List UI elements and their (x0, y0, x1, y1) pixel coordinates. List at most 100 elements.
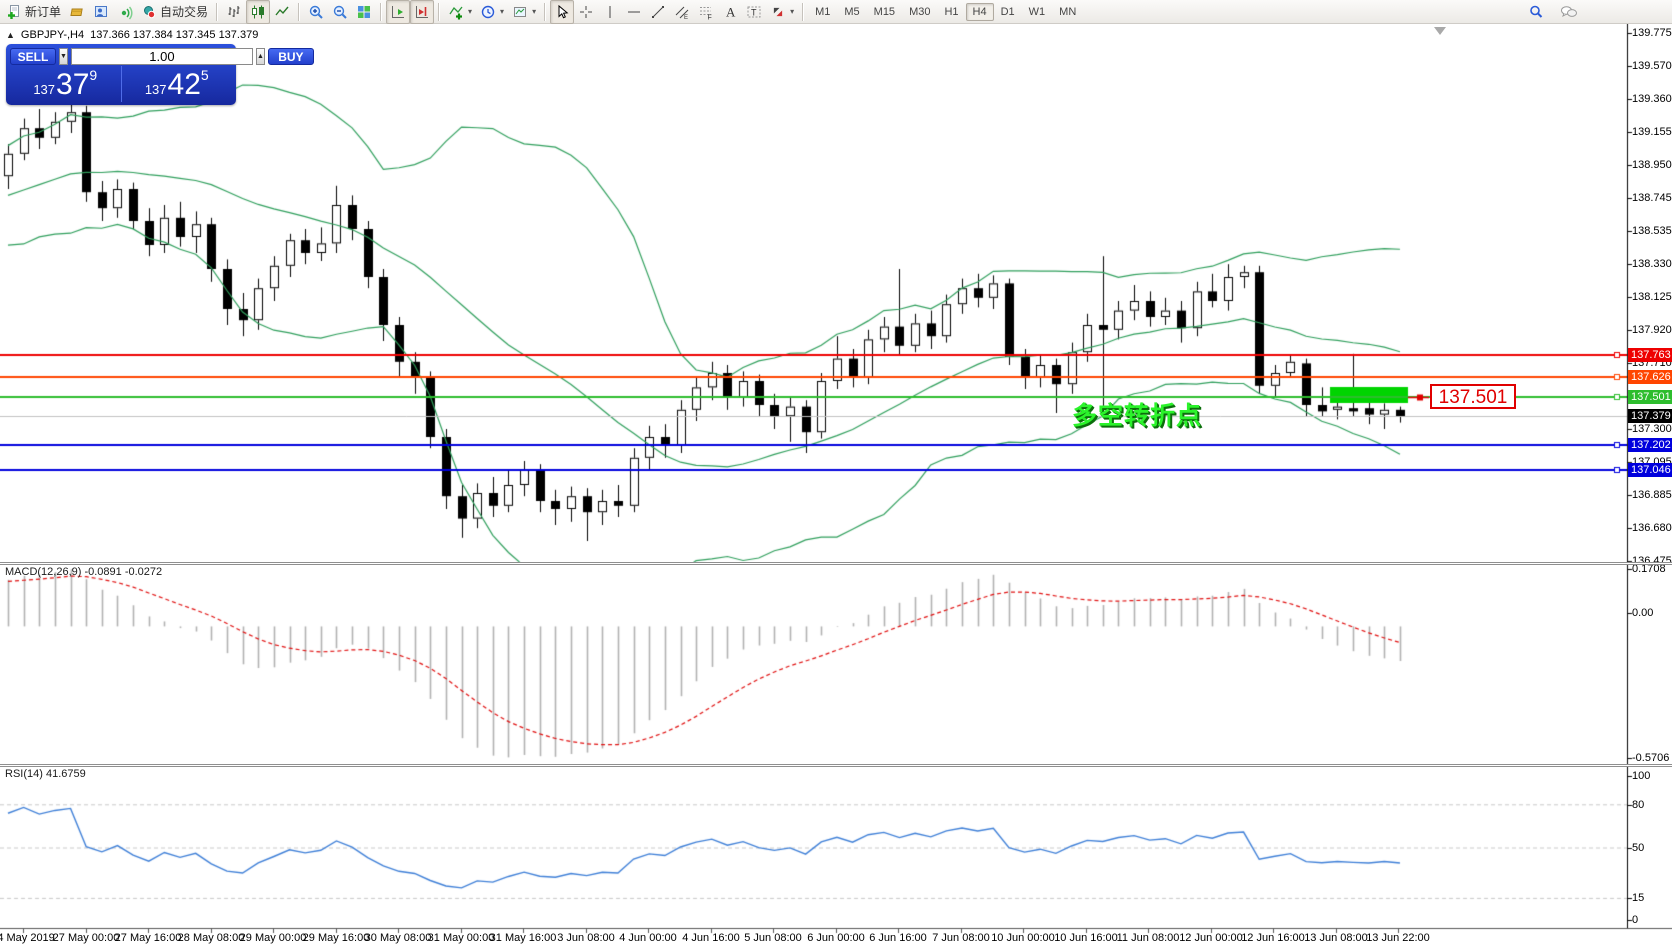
bars-icon (226, 4, 242, 20)
buy-price-big: 42 (167, 68, 201, 101)
indicators-dropdown-icon[interactable]: ▾ (468, 7, 473, 16)
price-tag-annotation[interactable]: 137.501 (1430, 384, 1516, 409)
trader-button[interactable] (89, 0, 113, 24)
price-flag: 137.379 (1628, 409, 1672, 423)
zoom-out-button[interactable] (328, 0, 352, 24)
time-axis-label: 3 Jun 08:00 (557, 932, 615, 944)
time-axis-label: 7 Jun 08:00 (932, 932, 990, 944)
buy-price-sup: 5 (200, 67, 209, 83)
timeframe-h1[interactable]: H1 (944, 5, 959, 18)
time-axis-label: 13 Jun 08:00 (1304, 932, 1368, 944)
volume-increase-button[interactable]: ▲ (255, 48, 265, 65)
time-axis-label: 31 May 00:00 (427, 932, 495, 944)
cursor-icon (554, 4, 570, 20)
search-button[interactable] (1524, 0, 1548, 24)
price-axis-tick: 138.950 (1632, 159, 1672, 171)
vline-icon (602, 4, 618, 20)
vline-button[interactable] (598, 0, 622, 24)
hline-icon (626, 4, 642, 20)
autotrading-button[interactable]: 自动交易 (137, 0, 212, 24)
text-button[interactable]: A (718, 0, 742, 24)
toolbar-group-3 (386, 0, 435, 24)
timeframe-m15[interactable]: M15 (873, 5, 896, 18)
fibo-button[interactable]: F (694, 0, 718, 24)
price-axis-tick: 138.330 (1632, 258, 1672, 270)
cursor-button[interactable] (550, 0, 575, 24)
chat-button[interactable] (1556, 0, 1582, 24)
timeframe-m5[interactable]: M5 (844, 5, 860, 18)
price-axis-tick: 136.680 (1632, 522, 1672, 534)
buy-button[interactable]: BUY (267, 48, 314, 65)
search-icon (1528, 4, 1544, 20)
collapse-panel-icon[interactable]: ▲ (6, 30, 15, 40)
label-button[interactable]: T (742, 0, 766, 24)
new-order-icon (6, 4, 22, 20)
time-axis-label: 28 May 08:00 (177, 932, 245, 944)
buy-price[interactable]: 137 42 5 (122, 66, 233, 102)
autoscroll-icon (390, 4, 406, 20)
price-axis-tick: 138.745 (1632, 192, 1672, 204)
time-axis-label: 31 May 16:00 (489, 932, 557, 944)
timeframe-m1[interactable]: M1 (815, 5, 831, 18)
toolbar-right-group (1524, 0, 1582, 24)
chart-canvas[interactable] (0, 24, 1672, 950)
trend-button[interactable] (646, 0, 670, 24)
price-axis-tick: 138.125 (1632, 291, 1672, 303)
symbol-ohlc: 137.366 137.384 137.345 137.379 (90, 29, 259, 41)
clock-dropdown-icon[interactable]: ▾ (500, 7, 505, 16)
signal-icon (117, 4, 133, 20)
template-button[interactable]: ▾ (508, 0, 540, 24)
chart-symbol-line: ▲ GBPJPY-,H4 137.366 137.384 137.345 137… (6, 29, 258, 41)
pivot-annotation-text[interactable]: 多空转折点 (1072, 402, 1203, 430)
sell-price[interactable]: 137 37 9 (10, 66, 122, 102)
zoom-out-icon (332, 4, 348, 20)
shapes-button[interactable]: ▾ (766, 0, 798, 24)
sell-button[interactable]: SELL (10, 48, 56, 65)
line-button[interactable] (270, 0, 294, 24)
time-axis-label: 4 Jun 16:00 (682, 932, 740, 944)
timeframe-w1[interactable]: W1 (1028, 5, 1046, 18)
zoom-in-button[interactable] (304, 0, 328, 24)
volume-input[interactable] (70, 48, 253, 65)
template-dropdown-icon[interactable]: ▾ (532, 7, 537, 16)
timeframe-m30[interactable]: M30 (909, 5, 931, 18)
shapes-dropdown-icon[interactable]: ▾ (790, 7, 795, 16)
shift-end-button[interactable] (410, 0, 435, 24)
rsi-axis-tick: 100 (1632, 770, 1651, 782)
trend-icon (650, 4, 666, 20)
new-order-button[interactable]: 新订单 (2, 0, 65, 24)
trader-icon (93, 4, 109, 20)
price-flag: 137.202 (1628, 438, 1672, 452)
time-axis-label: 6 Jun 16:00 (869, 932, 927, 944)
hline-button[interactable] (622, 0, 646, 24)
timeframe-h4[interactable]: H4 (965, 2, 994, 21)
toolbar: 新订单 自动交易 ▾ ▾ ▾ E F A T ▾ M1 M5 M15 M30 H1 H4 D1 W1 MN (0, 0, 1672, 24)
candles-button[interactable] (246, 0, 271, 24)
price-axis-tick: 137.920 (1632, 324, 1672, 336)
timeframe-d1[interactable]: D1 (1000, 5, 1015, 18)
time-axis-label: 6 Jun 00:00 (807, 932, 865, 944)
time-axis-label: 30 May 08:00 (364, 932, 432, 944)
line-icon (274, 4, 290, 20)
indicators-button[interactable]: ▾ (444, 0, 476, 24)
text-icon: A (722, 4, 738, 20)
signal-button[interactable] (113, 0, 137, 24)
pane-separator-rsi[interactable] (0, 764, 1672, 767)
crosshair-button[interactable] (574, 0, 598, 24)
clock-button[interactable]: ▾ (476, 0, 508, 24)
autoscroll-button[interactable] (386, 0, 411, 24)
pane-separator-macd[interactable] (0, 562, 1672, 565)
toolbar-separator (438, 2, 441, 21)
svg-text:E: E (684, 15, 688, 20)
gold-icon (69, 4, 85, 20)
toolbar-group-0: 新订单 自动交易 (2, 0, 212, 24)
channel-button[interactable]: E (670, 0, 694, 24)
sell-price-prefix: 137 (33, 82, 56, 97)
time-axis-label: 13 Jun 22:00 (1366, 932, 1430, 944)
gold-button[interactable] (65, 0, 89, 24)
bars-button[interactable] (222, 0, 246, 24)
volume-decrease-button[interactable]: ▼ (59, 48, 68, 65)
timeframe-mn[interactable]: MN (1059, 5, 1077, 18)
tile-button[interactable] (352, 0, 376, 24)
